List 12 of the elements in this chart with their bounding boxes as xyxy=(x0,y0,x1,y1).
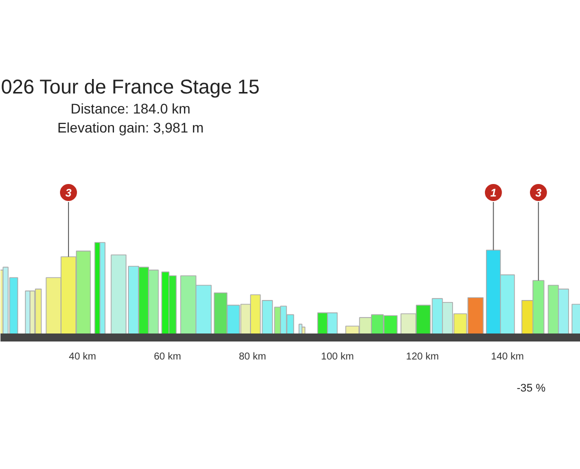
x-tick-label: 100 km xyxy=(321,352,354,362)
x-tick-label: 40 km xyxy=(68,352,96,362)
x-tick-label: 60 km xyxy=(154,352,182,362)
chart-subtitle: Distance: 184.0 km Elevation gain: 3,981 m xyxy=(57,100,204,136)
x-tick-label: 140 km xyxy=(491,352,524,362)
annotation: 1 xyxy=(490,188,496,200)
text: -35 % xyxy=(516,382,546,394)
x-tick-label: 80 km xyxy=(238,352,266,362)
x-tick-label: 120 km xyxy=(406,352,439,362)
annotation: 3 xyxy=(535,188,542,200)
chart-title: 026 Tour de France Stage 15 xyxy=(0,76,260,98)
annotation: 3 xyxy=(65,188,72,200)
